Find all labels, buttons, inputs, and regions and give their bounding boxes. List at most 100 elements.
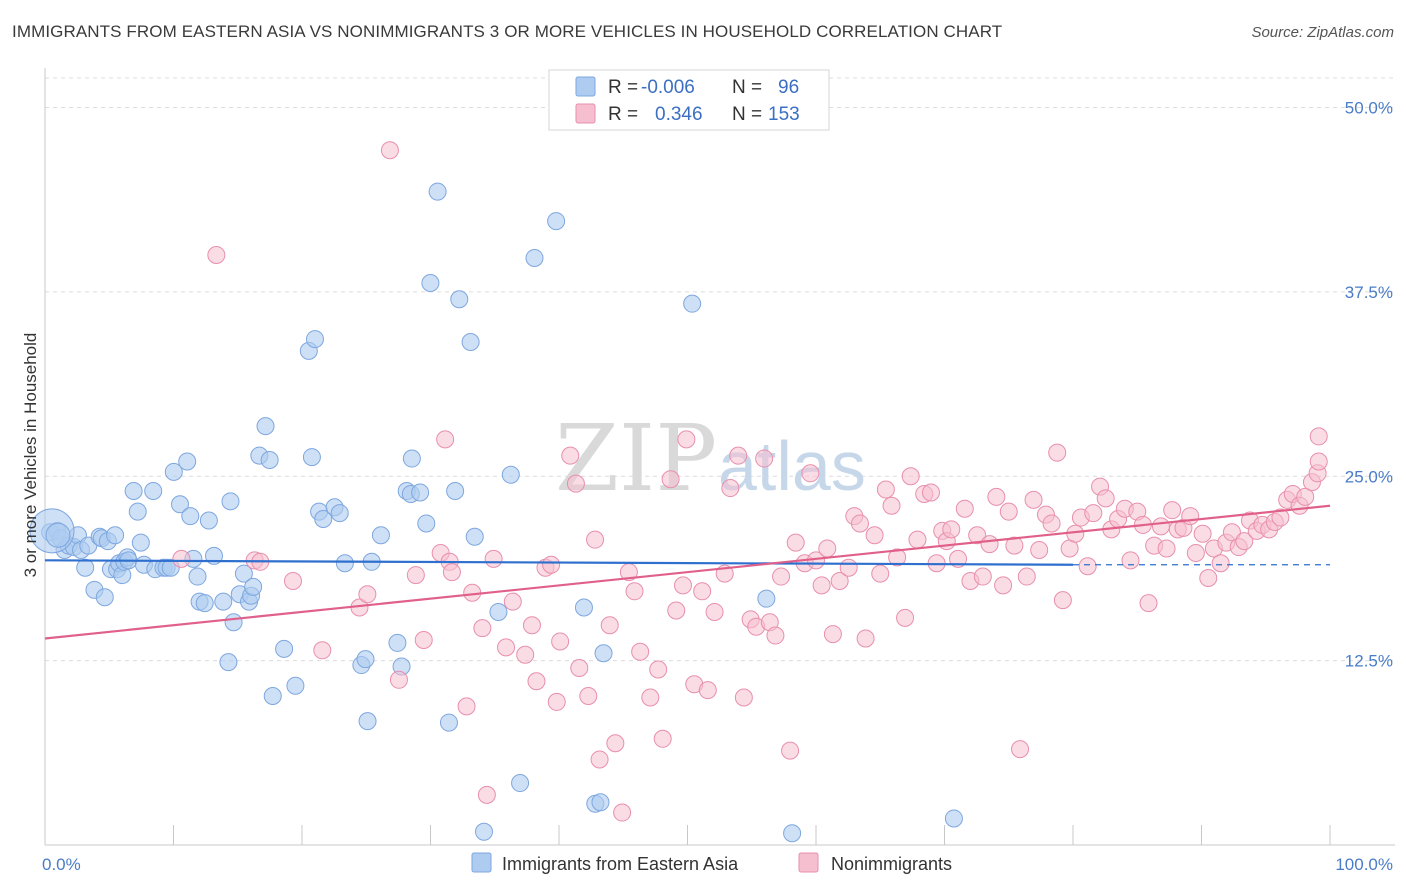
pink-point: [1151, 517, 1170, 536]
pink-point: [823, 625, 842, 644]
pink-point: [1011, 740, 1030, 759]
legend-pink-n-value: 153: [768, 104, 800, 125]
pink-point: [908, 530, 927, 549]
blue-point: [450, 290, 469, 309]
pink-point: [830, 571, 849, 590]
y-tick-label: 50.0%: [1345, 99, 1393, 118]
bottom-legend-pink-label: Nonimmigrants: [831, 854, 952, 874]
pink-point: [542, 555, 561, 574]
blue-point: [195, 594, 214, 613]
pink-point: [677, 430, 696, 449]
pink-point: [705, 602, 724, 621]
legend-blue-r-value: -0.006: [641, 77, 695, 98]
pink-point: [661, 470, 680, 489]
pink-point: [406, 566, 425, 585]
chart-source: Source: ZipAtlas.com: [1251, 24, 1394, 41]
legend-blue-swatch: [575, 76, 596, 97]
pink-point: [755, 449, 774, 468]
legend-blue-n-value: 96: [778, 77, 799, 98]
blue-point: [439, 713, 458, 732]
pink-point: [942, 520, 961, 539]
pink-point: [503, 592, 522, 611]
y-tick-label: 37.5%: [1345, 283, 1393, 302]
pink-point: [570, 659, 589, 677]
pink-point: [839, 558, 858, 577]
blue-point: [465, 527, 484, 546]
legend-blue-n-label: N =: [732, 77, 762, 98]
blue-point: [106, 526, 125, 545]
blue-point: [474, 822, 493, 841]
blue-point: [783, 824, 802, 843]
pink-point: [380, 141, 399, 160]
blue-point: [314, 510, 333, 529]
watermark: ZIP atlas: [555, 405, 866, 512]
x-tick-label-min: 0.0%: [42, 855, 81, 874]
pink-point: [896, 608, 915, 627]
blue-point: [260, 451, 279, 470]
blue-point: [411, 483, 430, 502]
pink-point: [865, 526, 884, 545]
pink-point: [987, 487, 1006, 506]
blue-point: [95, 588, 114, 607]
pink-point: [1193, 524, 1212, 543]
pink-point: [649, 660, 668, 679]
pink-point: [613, 803, 632, 822]
pink-point: [955, 499, 974, 518]
series-pink-points: [172, 141, 1328, 822]
pink-point: [1096, 489, 1115, 508]
bottom-legend-pink-swatch: [798, 852, 819, 873]
blue-point: [525, 248, 544, 267]
y-tick-labels: 12.5% 25.0% 37.5% 50.0%: [1345, 99, 1393, 671]
chart-title: IMMIGRANTS FROM EASTERN ASIA VS NONIMMIG…: [12, 22, 1003, 41]
pink-point: [1024, 490, 1043, 509]
pink-point: [1030, 541, 1049, 559]
blue-point: [170, 495, 189, 514]
pink-point: [1005, 536, 1024, 555]
blue-point: [358, 712, 377, 731]
blue-point: [421, 274, 440, 293]
pink-point: [693, 582, 712, 601]
pink-point: [561, 446, 580, 465]
blue-point: [371, 526, 390, 545]
pink-point: [1121, 551, 1140, 570]
blue-point: [199, 511, 218, 530]
pink-point: [641, 688, 660, 707]
blue-point: [188, 567, 207, 586]
pink-point: [888, 548, 907, 567]
pink-point: [579, 687, 598, 706]
blue-point: [178, 452, 197, 471]
pink-point: [484, 549, 503, 568]
blue-point: [330, 504, 349, 523]
pink-point: [522, 616, 541, 635]
blue-point: [511, 774, 530, 793]
series-blue-points: [29, 182, 963, 843]
pink-point: [436, 430, 455, 449]
pink-point: [786, 533, 805, 552]
blue-point: [76, 558, 95, 577]
pink-point: [876, 480, 895, 499]
y-axis-title: 3 or more Vehicles in Household: [21, 333, 40, 578]
pink-point: [856, 629, 875, 648]
pink-point: [477, 785, 496, 804]
pink-point: [497, 638, 516, 657]
pink-point: [457, 697, 476, 716]
pink-point: [1053, 591, 1072, 610]
blue-point: [428, 182, 447, 201]
pink-point: [442, 563, 461, 582]
blue-point: [128, 502, 147, 521]
blue-point: [286, 676, 305, 695]
pink-point: [850, 514, 869, 533]
blue-point: [446, 482, 465, 500]
pink-point: [818, 539, 837, 558]
pink-point: [1211, 554, 1230, 573]
blue-trend-line: [44, 559, 1074, 566]
y-tick-label: 12.5%: [1345, 652, 1393, 671]
axes: [44, 68, 1395, 846]
pink-point: [1181, 507, 1200, 526]
pink-point: [1235, 532, 1254, 551]
pink-point: [313, 641, 332, 660]
blue-point: [256, 417, 275, 436]
pink-point: [473, 619, 492, 638]
pink-point: [772, 567, 791, 586]
pink-point: [673, 576, 692, 595]
